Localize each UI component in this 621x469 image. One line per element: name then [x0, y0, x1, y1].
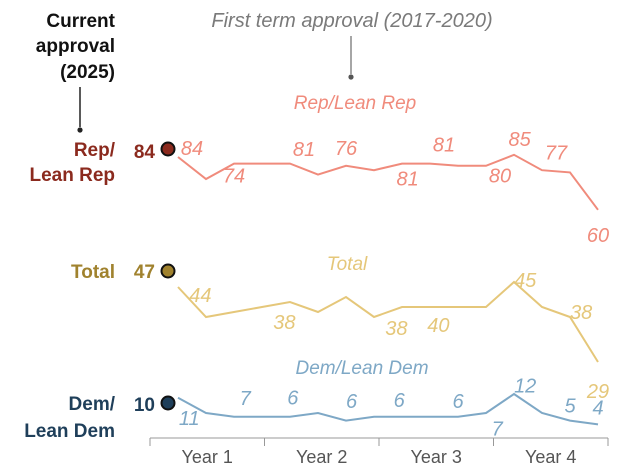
data-label-rep-0: 84 — [181, 138, 203, 160]
series-name-dem: Dem/Lean Dem — [295, 358, 428, 379]
data-label-rep-7: 85 — [508, 129, 531, 151]
current-header-line-1: Current — [46, 11, 115, 32]
data-label-tot-6: 29 — [586, 381, 609, 403]
row-label-dem-1: Dem/ — [69, 394, 116, 415]
x-tick-label-1: Year 2 — [296, 447, 347, 467]
data-label-dem-1: 7 — [240, 388, 252, 410]
current-value-rep: 84 — [134, 142, 156, 163]
current-header-pointer-dot — [77, 127, 83, 133]
data-label-rep-9: 60 — [587, 225, 609, 247]
data-label-rep-5: 81 — [433, 135, 455, 157]
row-label-rep-2: Lean Rep — [29, 165, 115, 186]
chart-title: First term approval (2017-2020) — [211, 10, 492, 32]
title-pointer-dot — [348, 74, 354, 80]
data-label-rep-1: 74 — [223, 166, 245, 188]
data-label-dem-3: 6 — [346, 391, 358, 413]
current-marker-tot — [160, 263, 176, 279]
series-name-rep: Rep/Lean Rep — [294, 93, 417, 114]
data-label-dem-6: 7 — [492, 418, 504, 440]
x-tick-label-0: Year 1 — [182, 447, 233, 467]
series-name-tot: Total — [327, 254, 368, 275]
data-label-tot-3: 40 — [427, 315, 449, 337]
data-label-tot-5: 38 — [570, 302, 592, 324]
data-label-tot-1: 38 — [273, 312, 295, 334]
row-label-dem-2: Lean Dem — [24, 421, 115, 442]
data-label-dem-9: 4 — [592, 397, 603, 419]
data-label-dem-2: 6 — [287, 387, 299, 409]
current-approval-header: Current approval (2025) — [36, 11, 116, 83]
x-tick-label-3: Year 4 — [525, 447, 576, 467]
series-rep: Rep/Lean Rep Rep/ Lean Rep 84 84 74 81 76 81… — [29, 93, 609, 247]
row-label-rep-1: Rep/ — [74, 140, 116, 161]
line-rep — [177, 153, 599, 211]
data-label-dem-4: 6 — [394, 390, 406, 412]
data-label-rep-6: 80 — [489, 165, 511, 187]
data-label-tot-4: 45 — [514, 270, 537, 292]
data-label-rep-4: 81 — [396, 169, 418, 191]
data-label-dem-7: 12 — [514, 376, 536, 398]
data-label-rep-8: 77 — [545, 142, 568, 164]
current-header-line-2: approval — [36, 36, 115, 57]
data-label-dem-5: 6 — [452, 391, 464, 413]
series-dem: Dem/Lean Dem Dem/ Lean Dem 10 11 7 6 6 6 6 7 12… — [24, 358, 603, 442]
x-axis: Year 1 Year 2 Year 3 Year 4 — [149, 437, 609, 467]
x-tick-label-2: Year 3 — [411, 447, 462, 467]
row-label-tot-1: Total — [71, 262, 115, 283]
line-tot — [177, 280, 599, 363]
current-value-tot: 47 — [134, 262, 155, 283]
series-tot: Total Total 47 44 38 38 40 45 38 29 — [71, 254, 609, 403]
data-label-dem-0: 11 — [179, 408, 200, 430]
data-label-dem-8: 5 — [564, 396, 576, 418]
current-header-line-3: (2025) — [60, 62, 115, 83]
data-label-tot-0: 44 — [189, 285, 211, 307]
current-value-dem: 10 — [134, 395, 155, 416]
data-label-tot-2: 38 — [385, 318, 407, 340]
current-marker-rep — [160, 141, 176, 157]
data-label-rep-3: 76 — [335, 138, 358, 160]
data-label-rep-2: 81 — [293, 139, 315, 161]
current-marker-dem — [160, 395, 176, 411]
line-dem — [177, 392, 599, 426]
